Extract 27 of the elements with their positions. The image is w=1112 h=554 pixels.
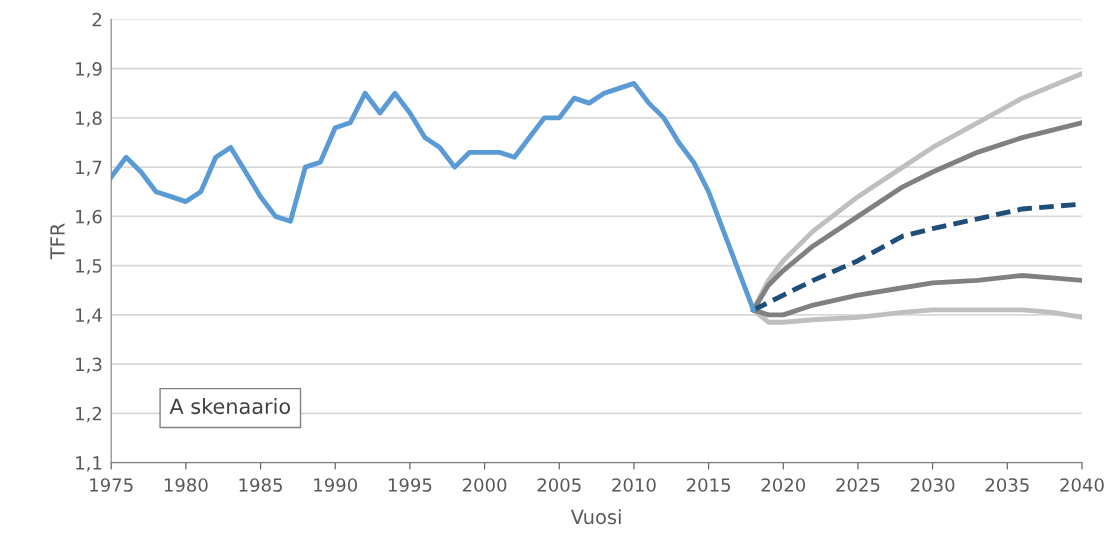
x-tick-label: 2005 bbox=[537, 478, 581, 492]
y-tick-label: 1,1 bbox=[76, 456, 102, 472]
x-tick-label: 2015 bbox=[686, 478, 730, 492]
x-tick-label: 2025 bbox=[836, 478, 880, 492]
x-tick-label: 1975 bbox=[90, 478, 133, 492]
x-axis-title: Vuosi bbox=[570, 509, 621, 525]
x-tick-label: 2040 bbox=[1060, 478, 1104, 492]
y-tick-label: 1,8 bbox=[76, 111, 102, 127]
x-tick-label: 1990 bbox=[314, 478, 357, 492]
annotation: A skenaario bbox=[169, 398, 290, 415]
x-tick-label: 2035 bbox=[985, 478, 1029, 492]
x-tick-label: 2030 bbox=[910, 478, 955, 492]
y-tick-label: 1,5 bbox=[76, 259, 102, 275]
y-tick-label: 1,4 bbox=[76, 308, 102, 324]
y-tick-label: 1,7 bbox=[76, 160, 102, 177]
x-tick-label: 1985 bbox=[239, 478, 282, 492]
y-tick-label: 1,2 bbox=[76, 406, 102, 423]
y-axis-title: TFR bbox=[50, 223, 65, 260]
y-tick-label: 2 bbox=[92, 12, 102, 27]
y-tick-label: 1,3 bbox=[76, 357, 102, 374]
y-tick-label: 1,6 bbox=[76, 209, 102, 226]
x-tick-label: 1995 bbox=[388, 478, 432, 492]
x-tick-label: 2000 bbox=[462, 478, 507, 492]
x-tick-label: 2020 bbox=[761, 478, 806, 492]
x-tick-label: 2010 bbox=[612, 478, 656, 492]
x-tick-label: 1980 bbox=[164, 478, 208, 492]
y-tick-label: 1,9 bbox=[76, 62, 102, 78]
